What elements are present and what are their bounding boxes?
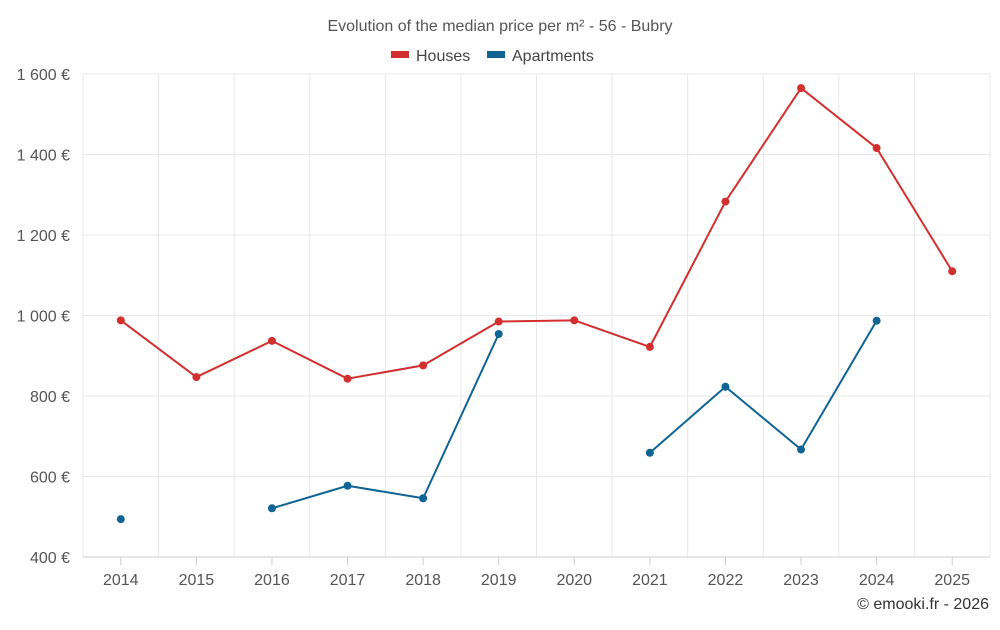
y-tick-label: 400 € <box>30 550 70 567</box>
data-point-houses-2024[interactable] <box>872 144 881 153</box>
series-line-houses <box>120 87 954 380</box>
x-tick-label: 2019 <box>481 572 517 589</box>
legend-label-houses[interactable]: Houses <box>416 48 470 65</box>
data-point-apartments-2022[interactable] <box>721 382 730 391</box>
data-point-houses-2017[interactable] <box>343 374 352 383</box>
data-point-apartments-2017[interactable] <box>343 481 352 490</box>
x-tick-label: 2018 <box>405 572 441 589</box>
data-point-houses-2023[interactable] <box>797 84 806 93</box>
x-tick-label: 2014 <box>103 572 139 589</box>
data-point-houses-2018[interactable] <box>419 361 428 370</box>
data-point-apartments-2024[interactable] <box>872 316 881 325</box>
data-point-houses-2019[interactable] <box>494 317 503 326</box>
data-point-apartments-2018[interactable] <box>419 494 428 503</box>
series-line-apartments <box>649 320 878 454</box>
data-point-apartments-2014[interactable] <box>116 515 125 524</box>
y-tick-label: 1 600 € <box>17 67 70 84</box>
legend: Houses Apartments <box>391 48 594 65</box>
credit-text: © emooki.fr - 2026 <box>857 596 989 613</box>
series <box>116 84 957 524</box>
x-tick-label: 2020 <box>556 572 592 589</box>
y-tick-label: 1 200 € <box>17 228 70 245</box>
x-tick-label: 2023 <box>783 572 819 589</box>
data-point-houses-2025[interactable] <box>948 267 957 276</box>
x-tick-label: 2022 <box>708 572 744 589</box>
x-tick-label: 2015 <box>179 572 215 589</box>
data-point-houses-2014[interactable] <box>116 316 125 325</box>
data-point-houses-2022[interactable] <box>721 197 730 206</box>
y-tick-label: 600 € <box>30 470 70 487</box>
data-point-houses-2016[interactable] <box>267 336 276 345</box>
x-tick-label: 2016 <box>254 572 290 589</box>
data-point-houses-2015[interactable] <box>192 373 201 382</box>
x-tick-label: 2025 <box>934 572 970 589</box>
data-point-apartments-2016[interactable] <box>267 504 276 513</box>
y-tick-label: 1 400 € <box>17 148 70 165</box>
data-point-apartments-2021[interactable] <box>645 448 654 457</box>
legend-label-apartments[interactable]: Apartments <box>512 48 594 65</box>
y-tick-label: 1 000 € <box>17 309 70 326</box>
data-point-apartments-2019[interactable] <box>494 330 503 339</box>
data-point-houses-2021[interactable] <box>645 342 654 351</box>
data-point-apartments-2023[interactable] <box>797 445 806 454</box>
x-tick-label: 2024 <box>859 572 895 589</box>
chart-title: Evolution of the median price per m² - 5… <box>327 18 672 35</box>
grid <box>82 73 991 558</box>
x-tick-label: 2017 <box>330 572 366 589</box>
series-line-apartments <box>271 333 500 510</box>
legend-swatch-houses[interactable] <box>391 51 409 58</box>
legend-swatch-apartments[interactable] <box>487 51 505 58</box>
y-tick-label: 800 € <box>30 389 70 406</box>
x-tick-label: 2021 <box>632 572 668 589</box>
axes: 400 € 600 € 800 € 1 000 € 1 200 € 1 400 € 1 60… <box>17 67 990 589</box>
data-point-houses-2020[interactable] <box>570 316 579 325</box>
